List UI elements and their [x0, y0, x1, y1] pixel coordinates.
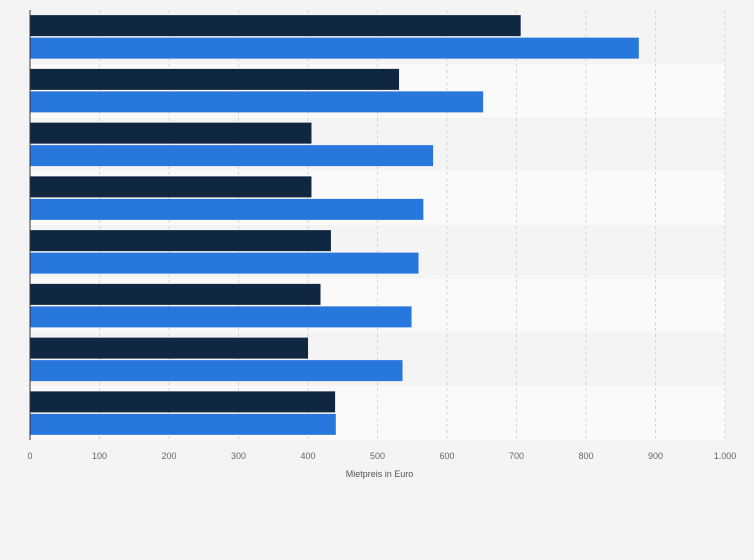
bar-series-1[interactable]	[30, 337, 308, 359]
bar-series-2[interactable]	[30, 198, 424, 220]
bar-series-2[interactable]	[30, 306, 412, 328]
x-tick-label: 400	[300, 451, 315, 461]
bar-series-2[interactable]	[30, 360, 403, 382]
bars	[30, 15, 639, 435]
x-tick-label: 900	[648, 451, 663, 461]
bar-series-1[interactable]	[30, 122, 312, 144]
bar-series-1[interactable]	[30, 176, 312, 198]
x-tick-label: 200	[161, 451, 176, 461]
x-tick-label: 100	[92, 451, 107, 461]
x-tick-label: 600	[439, 451, 454, 461]
bar-series-1[interactable]	[30, 15, 521, 37]
bar-series-1[interactable]	[30, 283, 321, 305]
x-tick-label: 1.000	[714, 451, 737, 461]
bar-series-1[interactable]	[30, 230, 331, 252]
x-tick-label: 500	[370, 451, 385, 461]
bar-series-2[interactable]	[30, 37, 639, 59]
bar-series-2[interactable]	[30, 252, 419, 274]
bar-series-1[interactable]	[30, 68, 400, 90]
x-tick-label: 700	[509, 451, 524, 461]
bar-series-2[interactable]	[30, 413, 336, 435]
x-axis-label: Mietpreis in Euro	[346, 469, 414, 479]
x-tick-label: 300	[231, 451, 246, 461]
bar-series-2[interactable]	[30, 145, 434, 167]
bar-series-1[interactable]	[30, 391, 336, 413]
x-tick-label: 800	[578, 451, 593, 461]
x-tick-label: 0	[27, 451, 32, 461]
bar-series-2[interactable]	[30, 91, 484, 113]
x-axis-ticks: 0 100 200 300 400 500 600 700 800 900 1.000	[27, 451, 736, 461]
